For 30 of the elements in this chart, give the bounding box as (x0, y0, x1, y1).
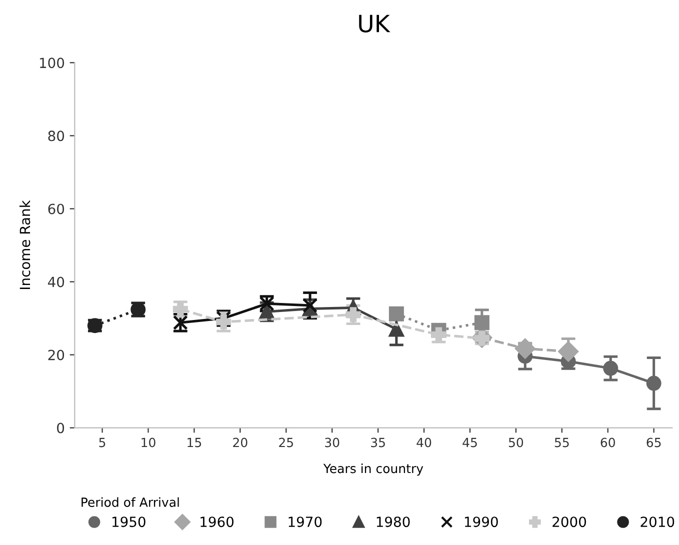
legend-label: 1970 (288, 516, 322, 528)
x-tick-label: 55 (554, 438, 569, 448)
y-tick-label: 40 (48, 276, 64, 288)
legend-label: 1980 (376, 516, 410, 528)
x-tick-label: 15 (188, 438, 202, 448)
x-tick-label: 25 (279, 438, 293, 448)
legend-label: 2010 (640, 516, 674, 528)
x-tick-label: 45 (462, 438, 477, 448)
legend-label: 1950 (112, 516, 146, 528)
x-tick-label: 60 (600, 438, 615, 448)
x-tick-label: 50 (508, 438, 524, 448)
legend-label: 1990 (464, 516, 498, 528)
x-axis-title: Years in country (323, 464, 424, 476)
y-tick-label: 0 (57, 422, 64, 434)
x-tick-label: 20 (233, 438, 248, 448)
y-tick-label: 100 (40, 58, 64, 68)
x-tick-label: 5 (99, 438, 106, 448)
y-tick-label: 80 (48, 130, 64, 142)
x-tick-label: 30 (325, 438, 340, 448)
x-tick-label: 40 (416, 438, 432, 448)
legend-label: 1960 (200, 516, 234, 528)
legend-label: 2000 (552, 516, 586, 528)
x-tick-label: 65 (646, 438, 661, 448)
y-tick-label: 20 (48, 350, 64, 360)
x-tick-label: 10 (142, 438, 156, 448)
y-tick-label: 60 (48, 204, 64, 214)
y-axis-title: Income Rank (19, 200, 30, 289)
chart-title: UK (359, 14, 390, 32)
x-tick-label: 35 (371, 438, 385, 448)
legend-title: Period of Arrival (82, 497, 179, 507)
